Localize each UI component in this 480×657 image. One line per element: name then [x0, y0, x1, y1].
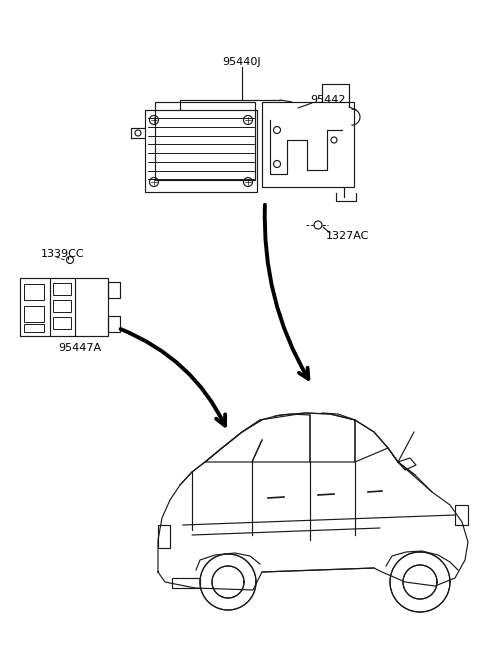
Bar [145, 110, 257, 192]
Text: 95447A: 95447A [59, 343, 102, 353]
Bar [262, 102, 354, 187]
Bar [108, 316, 120, 332]
Bar [24, 324, 44, 332]
Text: 95442: 95442 [310, 95, 346, 105]
Bar [53, 317, 71, 329]
Text: 1339CC: 1339CC [41, 249, 85, 259]
Bar [24, 306, 44, 322]
Bar [455, 505, 468, 525]
Bar [24, 284, 44, 300]
Bar [20, 278, 108, 336]
Text: 95440J: 95440J [223, 57, 261, 67]
Text: 1327AC: 1327AC [326, 231, 370, 241]
Bar [155, 102, 255, 180]
Bar [53, 283, 71, 295]
Bar [53, 300, 71, 312]
Bar [172, 578, 200, 588]
Bar [108, 282, 120, 298]
Bar [158, 525, 170, 548]
